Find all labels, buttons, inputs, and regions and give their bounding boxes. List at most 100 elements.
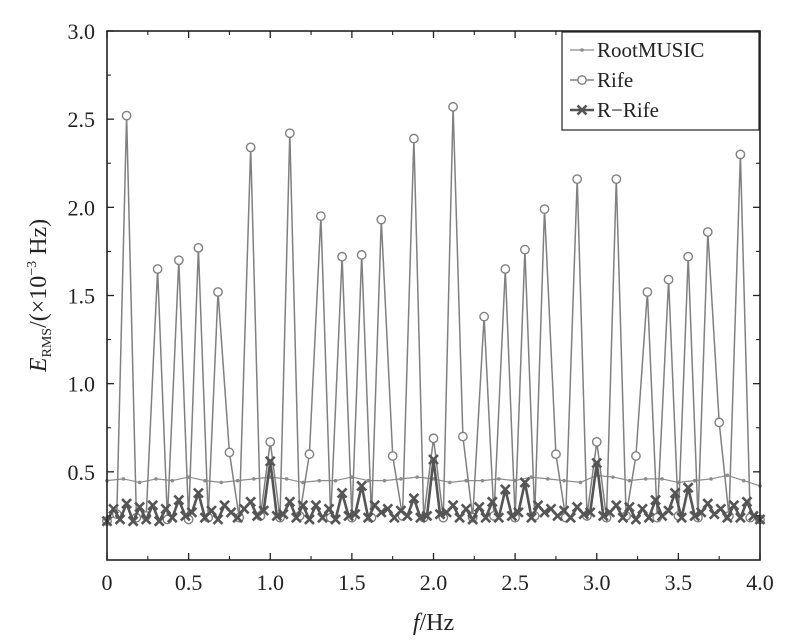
legend-rife-point [577, 75, 587, 85]
series-rrife-point [428, 454, 439, 465]
series-rrife-point [264, 455, 276, 467]
series-rrife-point [401, 510, 413, 522]
x-axis-label: f/Hz [413, 610, 454, 636]
series-rife-point [409, 133, 419, 144]
y-axis-label-sub: RMS [40, 328, 55, 358]
series-rootmusic-point [399, 477, 403, 481]
series-rrife-point [623, 501, 635, 513]
series-rrife-point [179, 510, 191, 522]
series-rrife-point [160, 503, 172, 515]
series-rrife-point [473, 501, 485, 513]
series-rrife-point [382, 503, 394, 515]
series-rrife-point [336, 487, 348, 499]
series-rrife-point [741, 496, 753, 508]
series-rrife-point [193, 487, 204, 499]
y-tick-label: 1.0 [68, 372, 96, 397]
series-rrife-point [454, 512, 466, 524]
series-rrife-point [493, 512, 505, 524]
series-rootmusic-point [741, 478, 746, 483]
series-rife-point [356, 250, 367, 260]
ticks-layer: 0 0.5 1.0 1.5 2.0 2.5 3.0 3.5 4.0 3.0 2.5 2.0 1.5 1.0… [68, 19, 774, 595]
series-rife-point [265, 436, 276, 447]
series-rrife-point [480, 512, 492, 524]
series-rife-point [702, 227, 713, 237]
legend-rrife-label: R−Rife [597, 98, 659, 122]
legend-rrife-point [576, 104, 588, 116]
series-rootmusic-point [333, 478, 338, 483]
series-rootmusic-point [643, 477, 648, 481]
series-rrife-point [140, 514, 152, 525]
series-rrife-point [277, 508, 289, 520]
series-rife-point [173, 255, 184, 266]
series-rootmusic-point [235, 478, 240, 483]
series-rootmusic-point [382, 478, 387, 483]
series-rootmusic [105, 473, 762, 488]
series-rrife-point [643, 512, 655, 524]
series-rife-point [520, 244, 530, 255]
series-rrife-point [258, 505, 270, 517]
x-tick-label: 1.0 [257, 570, 285, 595]
series-rootmusic-point [252, 477, 256, 481]
series-rrife-point [467, 514, 479, 525]
series-rife-point [315, 211, 326, 222]
series-rrife-point [356, 480, 368, 492]
series-rife-point [500, 264, 511, 274]
series-rrife-point [715, 503, 727, 515]
series-rrife-point [734, 512, 746, 524]
legend-entries: RootMUSIC Rife R−Rife [570, 38, 704, 122]
series-rife-point [683, 251, 694, 262]
series-rife-point [284, 128, 295, 139]
x-tick-label: 0.5 [175, 570, 203, 595]
x-axis-label-italic: f [413, 610, 423, 636]
series-rootmusic-point [497, 477, 501, 481]
series-rrife-point [689, 510, 701, 522]
series-rootmusic-point [692, 478, 697, 483]
y-tick-label: 3.0 [68, 19, 96, 44]
series-rootmusic-point [578, 480, 583, 485]
series-rootmusic-point [464, 478, 468, 483]
series-rrife-point [349, 508, 361, 520]
series-rife-point [245, 142, 256, 153]
series-rootmusic-point [121, 477, 126, 481]
x-tick-label: 2.5 [501, 570, 529, 595]
series-rrife-point [304, 514, 315, 525]
plot-area [101, 101, 766, 527]
series-rife-point [735, 149, 746, 160]
y-axis-label: ERMS/(×10−3 Hz) [25, 219, 55, 373]
series-rootmusic-point [317, 478, 322, 483]
series-rrife-point [362, 512, 374, 524]
series-rrife-point [597, 510, 609, 522]
series-rrife-point [637, 503, 648, 515]
legend-rootmusic-label: RootMUSIC [597, 38, 704, 62]
series-rrife-point [290, 512, 302, 524]
legend-rife-label: Rife [597, 68, 633, 92]
series-rootmusic-point [611, 475, 615, 479]
series-rrife-point [317, 512, 328, 524]
series-rrife-point [323, 503, 335, 515]
series-rootmusic-point [415, 475, 419, 479]
series-rootmusic-point [137, 480, 142, 485]
series-rrife-point [310, 499, 322, 511]
series-rootmusic-point [562, 478, 566, 483]
series-rife-point [193, 242, 204, 253]
series-rrife-point [676, 512, 688, 524]
series-rrife-point [591, 457, 603, 469]
series-rrife-point [617, 512, 629, 524]
series-rife-point [304, 449, 315, 460]
series-rrife-point [134, 501, 146, 513]
series-rife-point [591, 436, 602, 447]
series-rife-point [376, 214, 387, 225]
legend-rootmusic-point [580, 48, 584, 52]
x-tick-label: 1.5 [338, 570, 366, 595]
x-tick-label: 2.0 [420, 570, 448, 595]
series-rrife-point [284, 496, 296, 508]
series-rrife-point [663, 505, 674, 517]
series-rootmusic-point [203, 478, 207, 483]
series-rootmusic-point [284, 477, 289, 481]
y-tick-label: 0.5 [68, 460, 96, 485]
series-rrife-point [748, 510, 759, 522]
series-rife-point [631, 451, 641, 461]
series-rrife-point [512, 506, 524, 518]
y-axis-label-sup: −3 [25, 261, 40, 276]
